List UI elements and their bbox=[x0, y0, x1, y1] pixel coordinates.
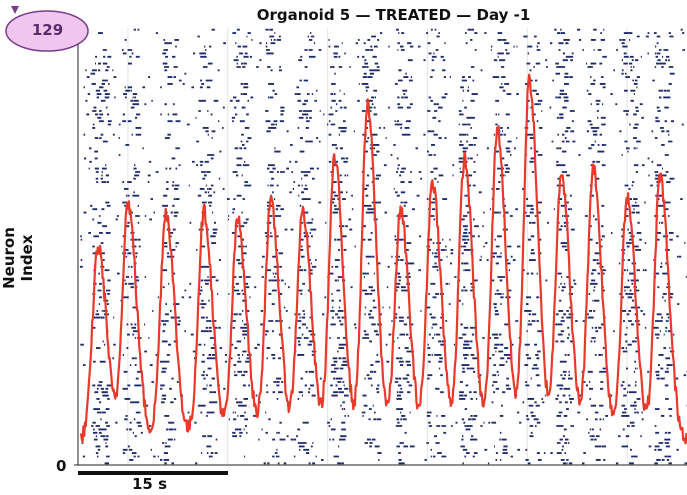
neuron-count-badge: 129 bbox=[0, 0, 95, 55]
y-tick-label-0: 0 bbox=[56, 457, 67, 475]
badge-ellipse bbox=[5, 10, 89, 52]
badge-pointer bbox=[11, 6, 19, 14]
chart-title: Organoid 5 — TREATED — Day -1 bbox=[256, 6, 531, 24]
y-axis-label: Neuron Index bbox=[0, 227, 36, 289]
population-rate-trace bbox=[79, 73, 687, 445]
scale-bar-label: 15 s bbox=[132, 475, 168, 493]
time-scale-bar bbox=[78, 471, 228, 475]
rate-trace-line bbox=[79, 73, 687, 445]
badge-count: 129 bbox=[31, 21, 64, 39]
